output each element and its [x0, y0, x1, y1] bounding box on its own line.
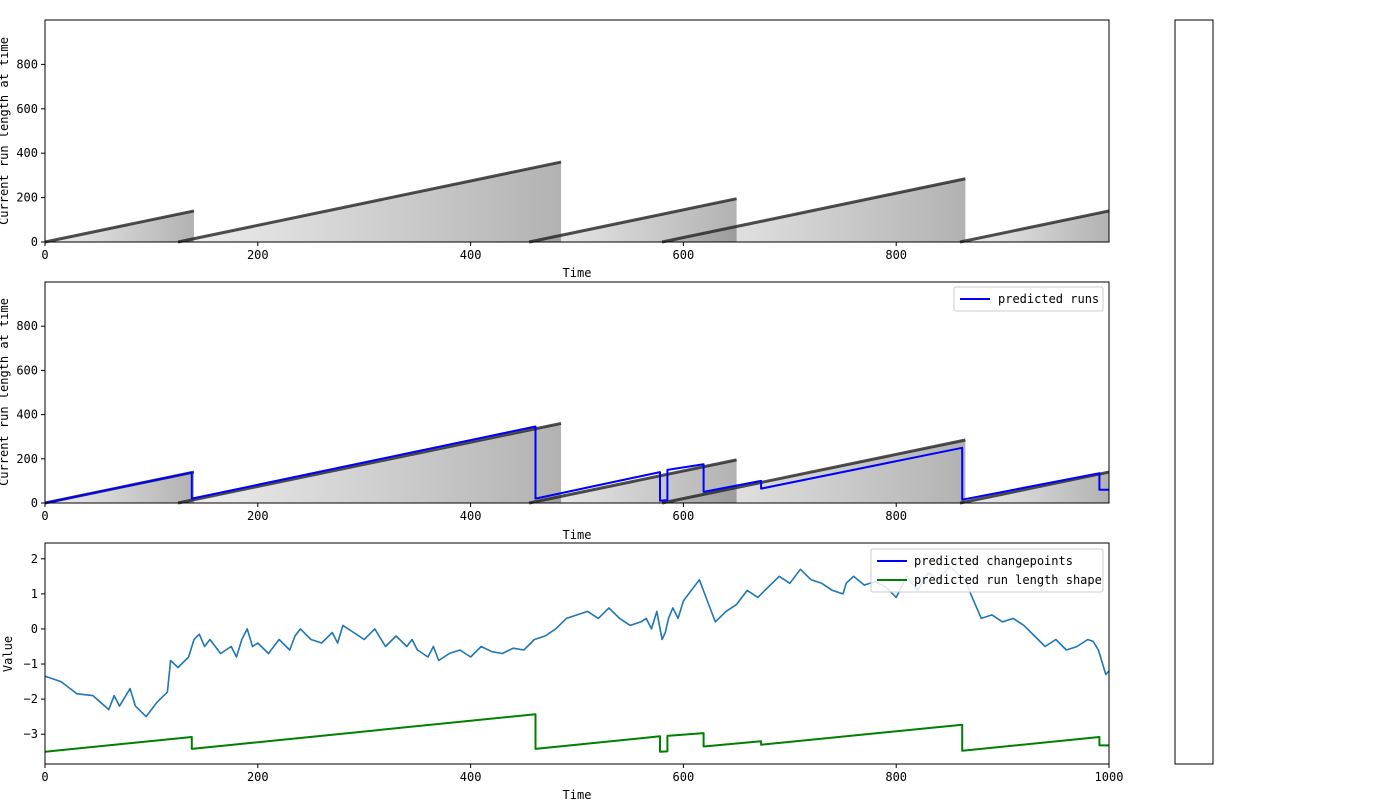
- series-line-2: [44, 713, 1109, 753]
- runs-legend-label: predicted runs: [998, 292, 1099, 306]
- y-tick-label: −3: [24, 727, 38, 741]
- value-plot-area: [44, 564, 1110, 753]
- y-tick-label: 0: [31, 496, 38, 510]
- x-tick-label: 800: [885, 770, 907, 784]
- y-tick-label: 200: [16, 191, 38, 205]
- heatmap-ridge-line: [528, 458, 737, 505]
- x-tick-label: 0: [41, 248, 48, 262]
- runs-legend-box: [953, 286, 1104, 312]
- runs-panel: 0 200 400 600 800 0 200 400 600 800 Time Current…: [0, 281, 1110, 542]
- series-line-0: [44, 425, 1109, 504]
- heatmap-ridge-line: [661, 438, 966, 505]
- x-tick-label: 400: [460, 770, 482, 784]
- y-tick-label: 800: [16, 57, 38, 71]
- x-tick-label: 600: [673, 509, 695, 523]
- y-tick-label: 400: [16, 408, 38, 422]
- x-tick-label: 400: [460, 509, 482, 523]
- y-tick-label: 600: [16, 363, 38, 377]
- value-x-axis-label: Time: [563, 788, 592, 800]
- y-tick-label: −1: [24, 657, 38, 671]
- runs-axes-frame: [44, 281, 1110, 504]
- heatmap-plot-area: [44, 160, 1110, 244]
- x-tick-label: 400: [460, 248, 482, 262]
- runs-y-axis-label: Current run length at time: [0, 298, 11, 486]
- y-tick-label: 2: [31, 552, 38, 566]
- heatmap-ridge-line: [177, 160, 562, 244]
- heatmap-ridge-line: [528, 197, 737, 244]
- y-tick-label: 1: [31, 587, 38, 601]
- x-tick-label: 0: [41, 509, 48, 523]
- runs-x-axis-label: Time: [563, 528, 592, 542]
- value-panel: 0 200 400 600 800 1000 2 1 0 −1 −2 −3 Time Value p…: [1, 542, 1123, 800]
- y-tick-label: 600: [16, 102, 38, 116]
- x-tick-label: 600: [673, 770, 695, 784]
- value-x-ticks: 0 200 400 600 800 1000: [41, 764, 1123, 784]
- y-tick-label: 0: [31, 622, 38, 636]
- y-tick-label: 400: [16, 146, 38, 160]
- x-tick-label: 200: [247, 509, 269, 523]
- heatmap-x-axis-label: Time: [563, 266, 592, 280]
- heatmap-ridge-line: [44, 209, 195, 244]
- x-tick-label: 800: [885, 248, 907, 262]
- runs-x-ticks: 0 200 400 600 800: [41, 503, 907, 523]
- value-y-ticks: 2 1 0 −1 −2 −3: [24, 552, 45, 741]
- x-tick-label: 200: [247, 248, 269, 262]
- value-legend-label-changepoints: predicted changepoints: [914, 554, 1073, 568]
- heatmap-ridge-line: [959, 209, 1110, 244]
- heatmap-panel: 0 200 400 600 800 0 200 400 600 800 Time Current…: [0, 19, 1110, 280]
- x-tick-label: 0: [41, 770, 48, 784]
- y-tick-label: −2: [24, 692, 38, 706]
- heatmap-ridge-line: [661, 177, 966, 244]
- value-axes-frame: [44, 542, 1110, 765]
- value-legend-label-run-length-shape: predicted run length shape: [914, 573, 1102, 587]
- x-tick-label: 200: [247, 770, 269, 784]
- y-tick-label: 800: [16, 319, 38, 333]
- x-tick-label: 600: [673, 248, 695, 262]
- runs-plot-area: [44, 421, 1110, 505]
- runs-y-ticks: 0 200 400 600 800: [16, 319, 45, 510]
- heatmap-axes-frame: [44, 19, 1110, 243]
- value-y-axis-label: Value: [1, 636, 15, 672]
- x-tick-label: 1000: [1095, 770, 1124, 784]
- runs-legend: predicted runs: [953, 286, 1104, 312]
- y-tick-label: 200: [16, 452, 38, 466]
- colorbar: [1174, 19, 1214, 765]
- x-tick-label: 800: [885, 509, 907, 523]
- value-legend-box: [870, 548, 1104, 593]
- heatmap-y-axis-label: Current run length at time: [0, 37, 11, 225]
- heatmap-y-ticks: 0 200 400 600 800: [16, 57, 45, 249]
- value-legend: predicted changepoints predicted run len…: [870, 548, 1104, 593]
- heatmap-ridge-line: [177, 421, 562, 505]
- heatmap-x-ticks: 0 200 400 600 800: [41, 242, 907, 262]
- heatmap-ridge-line: [959, 470, 1110, 505]
- y-tick-label: 0: [31, 235, 38, 249]
